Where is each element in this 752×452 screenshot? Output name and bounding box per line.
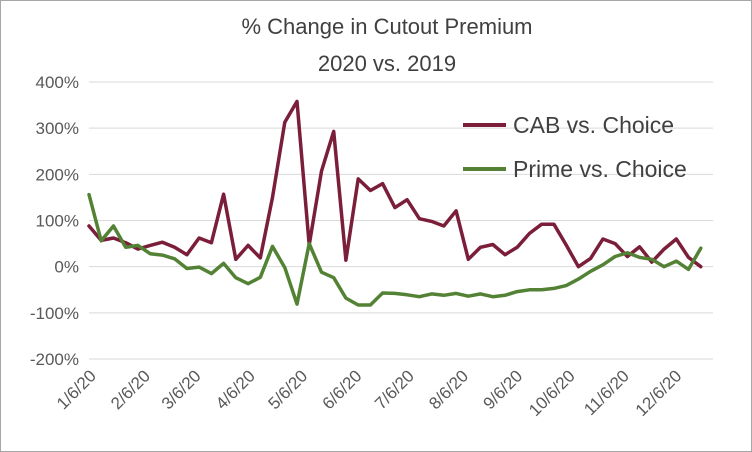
legend: CAB vs. Choice Prime vs. Choice (463, 112, 687, 182)
x-tick-label: 4/6/20 (212, 366, 259, 413)
y-tick-label: 300% (36, 119, 79, 138)
x-tick-label: 11/6/20 (580, 366, 633, 419)
series-line-prime-vs-choice (87, 192, 703, 307)
x-tick-label: 12/6/20 (632, 366, 686, 420)
x-tick-label: 3/6/20 (158, 366, 205, 413)
x-tick-label: 5/6/20 (264, 366, 311, 413)
y-axis-ticks: -200% -100% 0% 100% 200% 300% 400% (30, 73, 79, 369)
legend-label-cab: CAB vs. Choice (513, 112, 674, 138)
x-tick-label: 9/6/20 (479, 366, 526, 413)
x-tick-label: 8/6/20 (425, 366, 472, 413)
series-line-cab-vs-choice (87, 99, 703, 269)
x-tick-label: 10/6/20 (525, 366, 579, 420)
chart-title: % Change in Cutout Premium (241, 14, 532, 39)
chart-subtitle: 2020 vs. 2019 (318, 51, 456, 76)
series-lines (87, 99, 703, 307)
y-tick-label: -100% (30, 304, 79, 323)
y-tick-label: 0% (54, 258, 79, 277)
y-tick-label: 200% (36, 165, 79, 184)
x-tick-label: 7/6/20 (371, 366, 418, 413)
y-tick-label: -200% (30, 350, 79, 369)
x-tick-label: 6/6/20 (319, 366, 366, 413)
legend-label-prime: Prime vs. Choice (513, 156, 687, 182)
y-tick-label: 100% (36, 212, 79, 231)
x-tick-label: 1/6/20 (53, 366, 100, 413)
x-axis-ticks: 1/6/20 2/6/20 3/6/20 4/6/20 5/6/20 6/6/20 7/6/… (53, 366, 685, 420)
y-tick-label: 400% (36, 73, 79, 92)
x-tick-label: 2/6/20 (107, 366, 154, 413)
